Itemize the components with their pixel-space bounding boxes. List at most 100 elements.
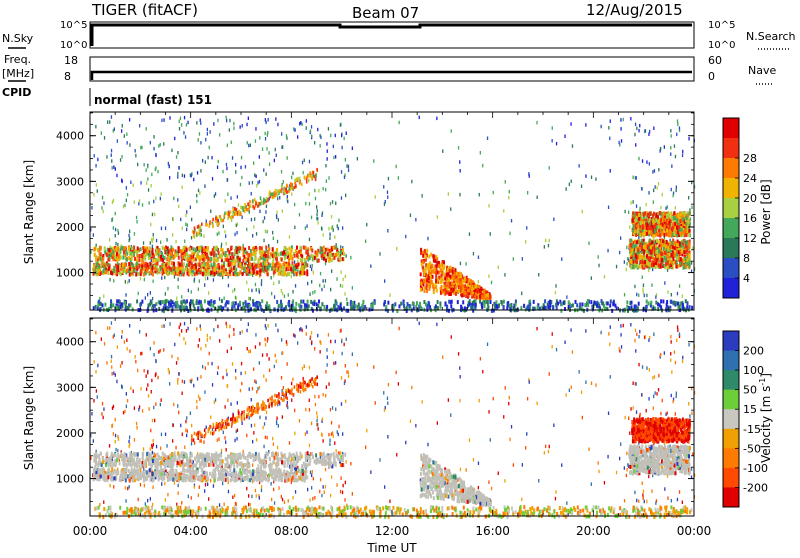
echo-cell [108,267,110,271]
echo-cell [429,305,431,309]
echo-cell [245,250,247,254]
noise-cell [217,119,218,123]
echo-cell [172,248,174,252]
echo-cell [138,258,140,262]
noise-cell [185,135,186,139]
echo-cell [124,263,126,267]
echo-cell [171,309,173,313]
echo-cell [99,251,101,255]
noise-cell [604,275,605,279]
noise-cell [331,215,332,219]
noise-cell [113,279,114,283]
arc-cell [212,218,214,222]
noise-cell [648,269,649,273]
noise-cell [333,145,334,149]
echo-cell [537,305,539,309]
noise-cell [256,175,257,179]
echo-cell [458,285,460,289]
echo-cell [509,307,511,311]
noise-cell [115,242,116,246]
noise-cell [691,261,692,265]
echo-cell [189,271,191,275]
noise-cell [248,288,249,292]
noise-cell [256,288,257,292]
echo-cell [607,301,609,305]
noise-cell [323,187,324,191]
echo-cell [582,303,584,307]
echo-cell [333,246,335,250]
echo-cell [128,247,130,251]
noise-cell [343,278,344,282]
noise-cell [306,224,307,228]
noise-cell [626,262,627,266]
noise-cell [674,144,675,148]
noise-cell [314,189,315,193]
noise-cell [552,126,553,130]
echo-cell [689,260,691,264]
echo-cell [661,230,663,234]
noise-cell [675,206,676,210]
echo-cell [420,288,422,292]
echo-cell [254,257,256,261]
echo-cell [214,300,216,304]
noise-cell [111,159,112,163]
arc-cell [247,203,249,207]
echo-cell [125,250,127,254]
noise-cell [287,156,288,160]
noise-cell [174,137,175,141]
noise-cell [200,118,201,122]
echo-cell [630,265,632,269]
noise-cell [226,163,227,167]
noise-cell [671,188,672,192]
noise-cell [263,168,264,172]
noise-cell [150,141,151,145]
arc-cell [277,194,279,198]
echo-cell [373,301,375,305]
noise-cell [345,275,346,279]
echo-cell [626,305,628,309]
arc-cell [286,184,288,188]
echo-cell [503,306,505,310]
echo-cell [515,303,517,307]
echo-cell [583,309,585,313]
echo-cell [164,256,166,260]
echo-cell [93,264,95,268]
noise-cell [607,249,608,253]
echo-cell [226,258,228,262]
echo-cell [464,279,466,283]
echo-cell [447,283,449,287]
noise-cell [314,290,315,294]
echo-cell [116,299,118,303]
echo-cell [644,260,646,264]
echo-cell [142,246,144,250]
noise-cell [129,237,130,241]
noise-cell [422,194,423,198]
echo-cell [116,247,118,251]
echo-cell [276,300,278,304]
echo-cell [686,258,688,262]
noise-cell [134,232,135,236]
echo-cell [635,248,637,252]
noise-cell [299,122,300,126]
noise-cell [633,200,634,204]
noise-cell [219,297,220,301]
echo-cell [307,300,309,304]
noise-cell [320,272,321,276]
echo-cell [154,259,156,263]
noise-cell [536,121,537,125]
nave-tick-bottom: 0 [708,70,715,83]
noise-cell [223,225,224,229]
noise-cell [459,193,460,197]
echo-cell [149,262,151,266]
noise-cell [154,213,155,217]
arc-cell [242,206,244,210]
noise-cell [133,184,134,188]
echo-cell [135,273,137,277]
echo-cell [227,254,229,258]
noise-cell [135,154,136,158]
echo-cell [331,258,333,262]
echo-cell [635,218,637,222]
noise-cell [160,143,161,147]
echo-cell [282,266,284,270]
echo-cell [407,302,409,306]
